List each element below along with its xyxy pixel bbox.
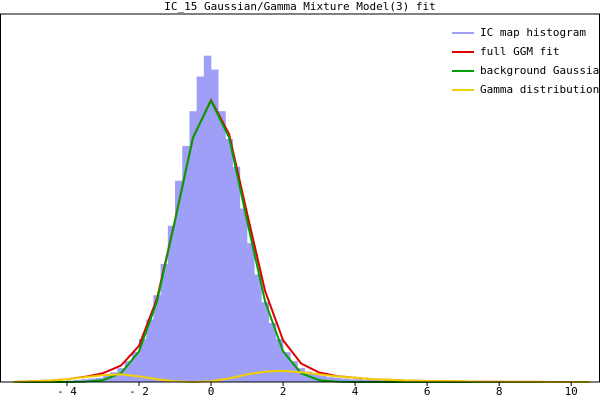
histogram-bar: [340, 378, 349, 382]
histogram-bar: [153, 295, 161, 382]
histogram-bar: [283, 352, 291, 382]
x-tick-label: - 4: [57, 385, 77, 398]
histogram-bar: [81, 379, 89, 382]
histogram-bar: [160, 263, 169, 382]
histogram-bar: [167, 225, 176, 382]
legend-label: background Gaussian: [480, 64, 600, 77]
histogram-bar: [139, 338, 147, 382]
histogram-bar: [211, 69, 219, 382]
histogram-bar: [182, 145, 190, 382]
histogram-bar: [218, 111, 226, 382]
histogram-bar: [203, 55, 212, 383]
legend-label: full GGM fit: [480, 45, 559, 58]
histogram-bar: [275, 338, 284, 382]
histogram-bar: [225, 138, 233, 382]
histogram-bar: [124, 361, 133, 382]
histogram-bar: [333, 377, 341, 382]
histogram-bar: [347, 379, 356, 382]
histogram-bar: [376, 379, 385, 382]
histogram-bar: [319, 375, 327, 382]
histogram-bar: [175, 180, 183, 382]
histogram-bar: [196, 76, 205, 382]
chart-title: IC_15 Gaussian/Gamma Mixture Model(3) fi…: [164, 0, 436, 13]
x-tick-label: 4: [352, 385, 359, 398]
histogram-bar: [254, 274, 262, 382]
x-tick-label: 6: [424, 385, 431, 398]
histogram-bar: [189, 111, 197, 382]
histogram-bar: [247, 243, 255, 382]
x-tick-label: 2: [280, 385, 287, 398]
histogram-bar: [369, 379, 378, 382]
legend-label: Gamma distributions: [480, 83, 600, 96]
x-tick-label: - 2: [129, 385, 149, 398]
histogram-bar: [110, 372, 118, 382]
x-tick-label: 8: [496, 385, 503, 398]
histogram-bar: [355, 379, 363, 382]
histogram-bar: [239, 208, 248, 382]
histogram-bar: [131, 352, 140, 382]
legend-label: IC map histogram: [480, 26, 586, 39]
x-tick-label: 10: [565, 385, 578, 398]
histogram-bar: [268, 322, 277, 382]
histogram-bar: [232, 166, 241, 382]
histogram-bar: [362, 379, 370, 382]
histogram-bar: [261, 302, 269, 382]
histogram-bar: [297, 368, 305, 382]
histogram-bar: [326, 377, 334, 382]
x-tick-label: 0: [208, 385, 215, 398]
histogram-bar: [146, 319, 154, 382]
